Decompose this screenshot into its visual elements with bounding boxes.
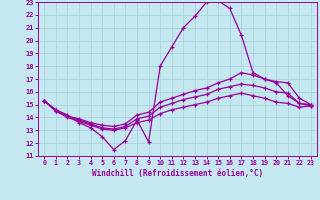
X-axis label: Windchill (Refroidissement éolien,°C): Windchill (Refroidissement éolien,°C) <box>92 169 263 178</box>
